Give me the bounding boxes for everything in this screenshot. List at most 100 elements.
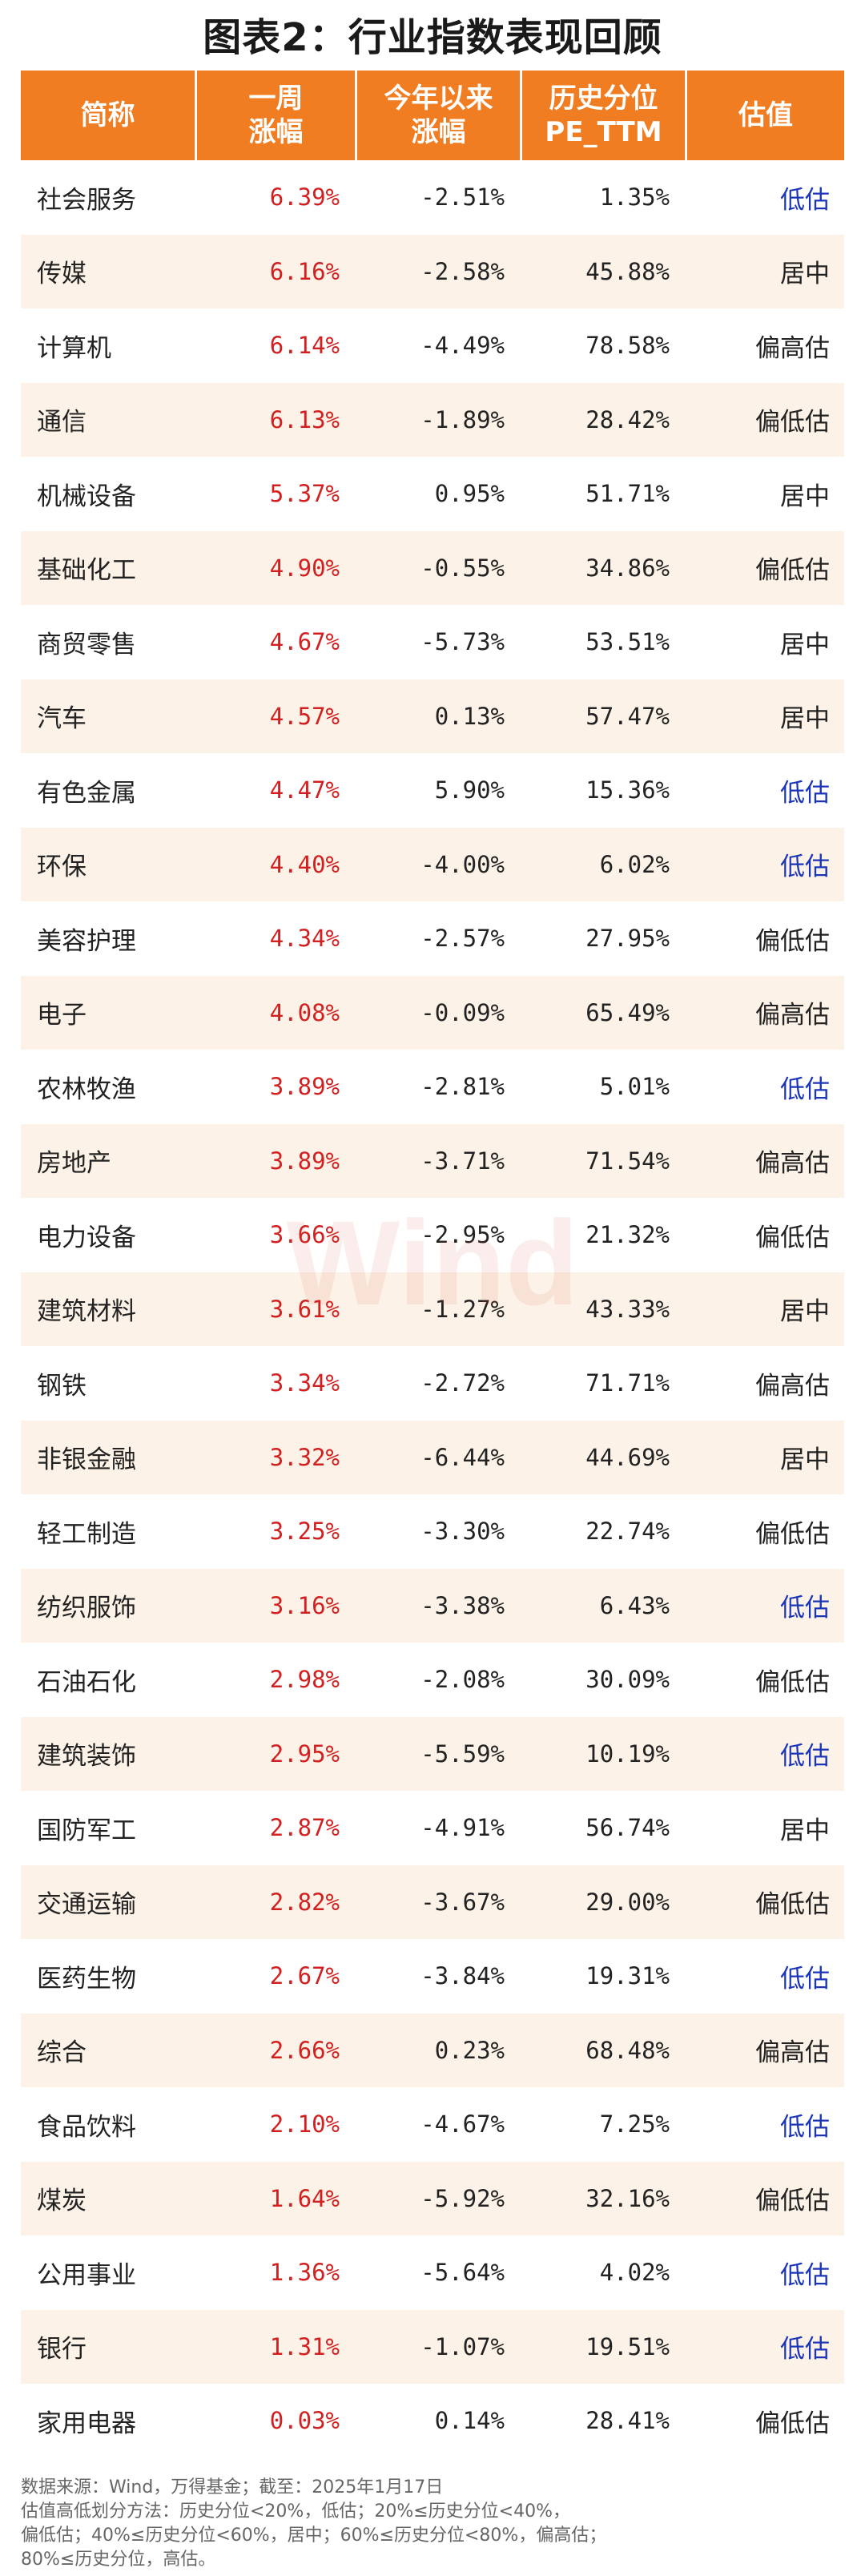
page-title: 图表2：行业指数表现回顾 — [203, 15, 662, 60]
pe-percentile: 68.48% — [585, 2036, 670, 2064]
pe-percentile: 71.54% — [585, 1147, 670, 1175]
table-row: 银行 1.31% -1.07% 19.51% 低估 — [21, 2309, 844, 2384]
industry-name: 国防军工 — [37, 1816, 136, 1845]
ytd-change: -2.72% — [420, 1369, 505, 1397]
table-row: 机械设备 5.37% 0.95% 51.71% 居中 — [21, 457, 844, 531]
footnote-method-2: 偏低估；40%≤历史分位<60%，居中；60%≤历史分位<80%，偏高估； — [21, 2526, 607, 2546]
ytd-change: -5.59% — [420, 1740, 505, 1768]
industry-name: 公用事业 — [37, 2260, 136, 2290]
industry-table: 简称 一周 涨幅 今年以来 涨幅 历史分位 PE_TTM 估值 社会服务 6.39… — [21, 71, 844, 2458]
valuation-label: 偏低估 — [755, 1519, 830, 1549]
ytd-change: 5.90% — [434, 776, 505, 804]
valuation-label: 偏低估 — [755, 1667, 830, 1697]
pe-percentile: 56.74% — [585, 1814, 670, 1842]
valuation-label: 低估 — [780, 2335, 830, 2364]
table-row: 社会服务 6.39% -2.51% 1.35% 低估 — [21, 160, 844, 235]
valuation-label: 低估 — [780, 1742, 830, 1772]
industry-name: 计算机 — [37, 333, 111, 363]
industry-name: 石油石化 — [37, 1667, 136, 1697]
industry-name: 机械设备 — [37, 482, 136, 511]
table-row: 商贸零售 4.67% -5.73% 53.51% 居中 — [21, 605, 844, 679]
valuation-label: 低估 — [780, 853, 830, 882]
table-row: 传媒 6.16% -2.58% 45.88% 居中 — [21, 234, 844, 308]
weekly-change: 2.95% — [269, 1740, 340, 1768]
footnote-source: 数据来源：Wind，万得基金；截至：2025年1月17日 — [21, 2477, 444, 2497]
industry-name: 房地产 — [37, 1149, 111, 1179]
valuation-label: 居中 — [780, 704, 830, 734]
table-row: 家用电器 0.03% 0.14% 28.41% 偏低估 — [21, 2384, 844, 2458]
weekly-change: 3.25% — [269, 1518, 340, 1546]
industry-name: 建筑装饰 — [37, 1742, 136, 1772]
industry-name: 有色金属 — [37, 778, 136, 808]
table-row: 通信 6.13% -1.89% 28.42% 偏低估 — [21, 382, 844, 457]
weekly-change: 6.14% — [269, 332, 340, 360]
table-row: 国防军工 2.87% -4.91% 56.74% 居中 — [21, 1791, 844, 1865]
valuation-label: 偏高估 — [755, 333, 830, 363]
industry-name: 钢铁 — [37, 1371, 86, 1401]
industry-name: 汽车 — [37, 704, 86, 734]
weekly-change: 2.66% — [269, 2036, 340, 2064]
ytd-change: -3.38% — [420, 1591, 505, 1619]
valuation-label: 居中 — [780, 482, 830, 511]
header-name: 简称 — [21, 71, 197, 160]
pe-percentile: 29.00% — [585, 1888, 670, 1916]
ytd-change: -1.07% — [420, 2332, 505, 2360]
table-row: 食品饮料 2.10% -4.67% 7.25% 低估 — [21, 2087, 844, 2162]
table-row: 电子 4.08% -0.09% 65.49% 偏高估 — [21, 975, 844, 1050]
table-row: 建筑装饰 2.95% -5.59% 10.19% 低估 — [21, 1716, 844, 1791]
industry-name: 交通运输 — [37, 1890, 136, 1920]
table-row: 轻工制造 3.25% -3.30% 22.74% 偏低估 — [21, 1494, 844, 1569]
valuation-label: 低估 — [780, 1964, 830, 1993]
weekly-change: 1.31% — [269, 2332, 340, 2360]
weekly-change: 4.57% — [269, 702, 340, 730]
weekly-change: 2.98% — [269, 1666, 340, 1694]
weekly-change: 4.67% — [269, 628, 340, 656]
industry-name: 商贸零售 — [37, 630, 136, 659]
table-row: 医药生物 2.67% -3.84% 19.31% 低估 — [21, 1939, 844, 2014]
table-row: 环保 4.40% -4.00% 6.02% 低估 — [21, 827, 844, 901]
pe-percentile: 6.02% — [599, 850, 670, 878]
table-row: 钢铁 3.34% -2.72% 71.71% 偏高估 — [21, 1346, 844, 1421]
valuation-label: 低估 — [780, 1074, 830, 1104]
weekly-change: 3.61% — [269, 1295, 340, 1323]
valuation-label: 低估 — [780, 1594, 830, 1623]
valuation-label: 偏低估 — [755, 1890, 830, 1920]
ytd-change: -4.91% — [420, 1814, 505, 1842]
pe-percentile: 32.16% — [585, 2184, 670, 2212]
valuation-label: 低估 — [780, 778, 830, 808]
table-header: 简称 一周 涨幅 今年以来 涨幅 历史分位 PE_TTM 估值 — [21, 71, 844, 160]
ytd-change: -3.30% — [420, 1518, 505, 1546]
table-row: 公用事业 1.36% -5.64% 4.02% 低估 — [21, 2235, 844, 2310]
table-row: 电力设备 3.66% -2.95% 21.32% 偏低估 — [21, 1198, 844, 1272]
valuation-label: 居中 — [780, 630, 830, 659]
industry-name: 食品饮料 — [37, 2112, 136, 2142]
table-row: 有色金属 4.47% 5.90% 15.36% 低估 — [21, 753, 844, 828]
table-row: 建筑材料 3.61% -1.27% 43.33% 居中 — [21, 1272, 844, 1346]
pe-percentile: 19.31% — [585, 1962, 670, 1990]
pe-percentile: 1.35% — [599, 183, 670, 212]
ytd-change: -6.44% — [420, 1443, 505, 1471]
header-pe-percentile: 历史分位 PE_TTM — [522, 71, 687, 160]
weekly-change: 1.64% — [269, 2184, 340, 2212]
pe-percentile: 71.71% — [585, 1369, 670, 1397]
weekly-change: 4.90% — [269, 554, 340, 582]
weekly-change: 2.87% — [269, 1814, 340, 1842]
pe-percentile: 78.58% — [585, 332, 670, 360]
header-weekly-change: 一周 涨幅 — [197, 71, 357, 160]
table-row: 汽车 4.57% 0.13% 57.47% 居中 — [21, 679, 844, 753]
weekly-change: 3.16% — [269, 1591, 340, 1619]
weekly-change: 4.34% — [269, 925, 340, 953]
ytd-change: -4.49% — [420, 332, 505, 360]
industry-name: 纺织服饰 — [37, 1594, 136, 1623]
ytd-change: -3.67% — [420, 1888, 505, 1916]
ytd-change: -5.92% — [420, 2184, 505, 2212]
weekly-change: 0.03% — [269, 2407, 340, 2435]
table-row: 非银金融 3.32% -6.44% 44.69% 居中 — [21, 1420, 844, 1494]
valuation-label: 低估 — [780, 2112, 830, 2142]
industry-name: 美容护理 — [37, 926, 136, 956]
pe-percentile: 4.02% — [599, 2259, 670, 2287]
industry-name: 轻工制造 — [37, 1519, 136, 1549]
pe-percentile: 10.19% — [585, 1740, 670, 1768]
industry-name: 通信 — [37, 408, 86, 437]
ytd-change: 0.13% — [434, 702, 505, 730]
